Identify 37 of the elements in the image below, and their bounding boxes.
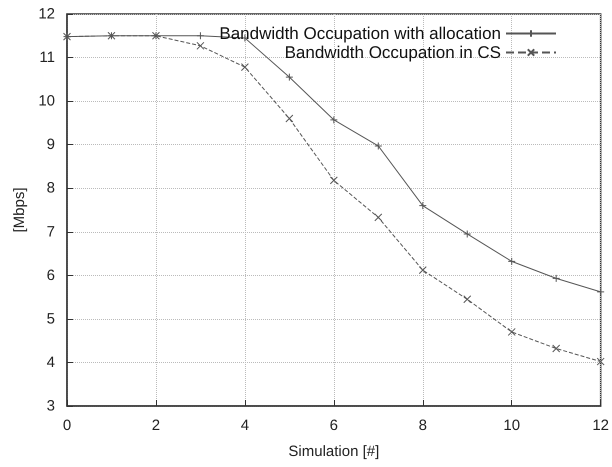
point xyxy=(285,73,294,82)
point xyxy=(418,202,427,210)
point xyxy=(330,116,338,124)
point xyxy=(418,266,427,274)
x-tick-label: 6 xyxy=(330,417,338,434)
point xyxy=(508,328,516,336)
point xyxy=(463,295,472,304)
y-tick-label: 4 xyxy=(46,354,55,371)
x-tick-label: 0 xyxy=(62,417,72,434)
x-tick-label: 4 xyxy=(240,417,250,434)
point xyxy=(285,114,294,123)
point xyxy=(596,358,605,366)
y-tick-label: 7 xyxy=(46,223,55,240)
y-tick-label: 3 xyxy=(46,398,55,414)
y-tick-label: 5 xyxy=(46,310,55,328)
x-axis-title: Simulation [#] xyxy=(288,443,380,460)
point xyxy=(508,257,516,266)
point xyxy=(330,176,338,184)
legend-label: Bandwidth Occupation in CS xyxy=(284,43,501,62)
point xyxy=(196,42,204,50)
y-tick-label: 11 xyxy=(39,49,55,66)
y-tick-label: 8 xyxy=(46,180,55,197)
point xyxy=(240,63,249,72)
y-tick-label: 6 xyxy=(46,266,55,284)
point xyxy=(374,213,382,222)
x-tick-label: 8 xyxy=(418,417,427,434)
x-tick-label: 12 xyxy=(592,417,609,434)
point xyxy=(552,344,560,353)
y-tick-label: 9 xyxy=(46,136,55,154)
y-tick-label: 10 xyxy=(38,92,55,110)
x-tick-label: 2 xyxy=(152,417,160,434)
point xyxy=(552,274,560,282)
y-tick-label: 12 xyxy=(38,6,55,22)
y-axis-title: [Mbps] xyxy=(11,187,28,233)
point xyxy=(196,32,204,40)
legend-label: Bandwidth Occupation with allocation xyxy=(219,24,501,43)
x-tick-label: 10 xyxy=(503,417,520,434)
